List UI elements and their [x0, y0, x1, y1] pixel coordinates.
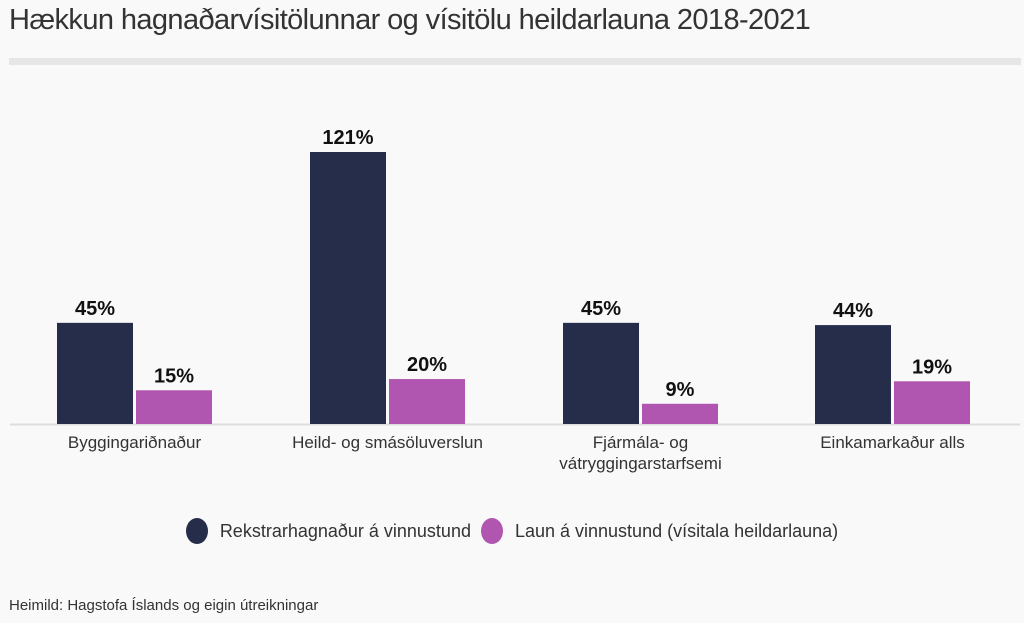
bar	[563, 322, 639, 424]
bar	[310, 152, 386, 424]
data-label: 121%	[322, 127, 373, 149]
category-label: vátryggingarstarfsemi	[559, 454, 722, 473]
chart-title: Hækkun hagnaðarvísitölunnar og vísitölu …	[9, 4, 811, 36]
data-label: 15%	[154, 365, 194, 387]
legend: Rekstrarhagnaður á vinnustund Laun á vin…	[0, 518, 1024, 544]
legend-item-laun[interactable]: Laun á vinnustund (vísitala heildarlauna…	[480, 518, 839, 544]
category-label: Byggingariðnaður	[68, 433, 202, 452]
bar	[136, 390, 212, 424]
title-divider	[9, 58, 1021, 65]
legend-label: Laun á vinnustund (vísitala heildarlauna…	[514, 520, 839, 541]
category-label: Heild- og smásöluverslun	[292, 433, 483, 452]
bar	[815, 325, 891, 424]
category-label: Einkamarkaður alls	[820, 433, 965, 452]
source-note: Heimild: Hagstofa Íslands og eigin útrei…	[9, 597, 319, 614]
data-label: 19%	[912, 356, 952, 378]
data-label: 44%	[833, 300, 873, 322]
category-label: Fjármála- og	[593, 433, 688, 452]
bar	[389, 379, 465, 424]
bar	[894, 381, 970, 424]
data-label: 45%	[581, 298, 621, 320]
legend-label: Rekstrarhagnaður á vinnustund	[219, 520, 471, 541]
data-label: 45%	[75, 298, 115, 320]
data-label: 9%	[666, 379, 695, 401]
data-label: 20%	[407, 354, 447, 376]
legend-item-rekstrarhagnadur[interactable]: Rekstrarhagnaður á vinnustund	[185, 518, 471, 544]
bar	[642, 403, 718, 424]
bar	[57, 322, 133, 424]
legend-swatch	[480, 518, 503, 544]
legend-swatch	[185, 518, 208, 544]
